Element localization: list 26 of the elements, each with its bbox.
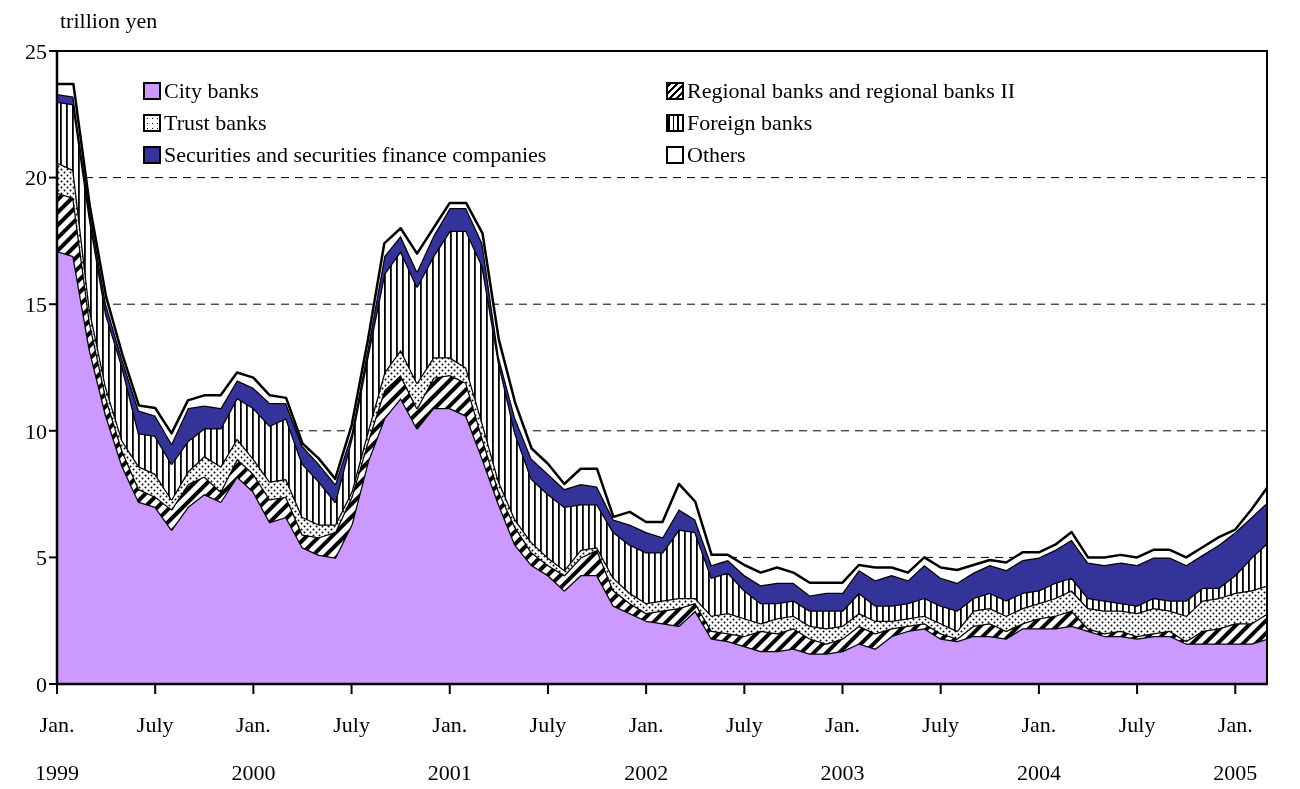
x-tick-label: Jan. 1999 [35,712,79,785]
legend-label: City banks [164,78,259,104]
x-tick-label: Jan. 2002 [624,712,669,785]
y-tick-label: 20 [25,165,47,191]
x-tick-label: July [922,712,960,737]
y-tick-label: 0 [36,671,47,697]
x-tick-label: July [333,712,370,737]
x-tick-label: July [1118,712,1156,737]
legend-label: Regional banks and regional banks II [687,78,1016,104]
x-tick-label: July [136,712,174,737]
y-tick-label: 5 [36,545,47,571]
y-tick-label: 10 [25,418,47,444]
legend-label: Foreign banks [687,110,813,136]
y-tick-label: 25 [25,38,47,64]
x-tick-label: Jan. 2000 [231,712,276,785]
y-tick-label: 15 [25,292,47,318]
legend-label: Trust banks [164,110,267,136]
legend-label: Others [687,142,746,168]
x-tick-label: Jan. 2005 [1213,712,1258,785]
x-tick-label: Jan. 2003 [820,712,865,785]
x-tick-label: July [529,712,567,737]
x-tick-label: Jan. 2004 [1016,712,1061,785]
legend-label: Securities and securities finance companies [164,142,547,168]
x-tick-label: Jan. 2001 [427,712,472,785]
y-axis-title: trillion yen [60,8,158,34]
x-tick-label: July [725,712,763,737]
